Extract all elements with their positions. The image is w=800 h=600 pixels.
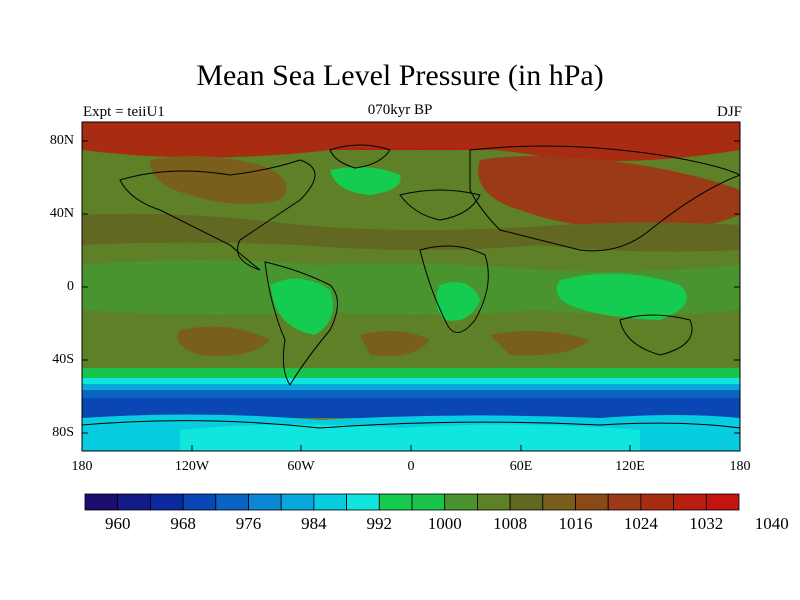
south-indian-high (490, 331, 590, 356)
colorbar-swatch (411, 493, 446, 511)
colorbar-swatch (509, 493, 544, 511)
south-atlantic-high (360, 331, 430, 356)
lat-tick-40n: 40N (49, 206, 74, 221)
antarctica-interior (180, 424, 640, 451)
north-america-high (150, 156, 287, 204)
africa-low (436, 282, 480, 321)
colorbar-swatch (640, 493, 675, 511)
colorbar-swatch (378, 493, 413, 511)
colorbar-swatch (313, 493, 347, 511)
colorbar-swatch (182, 493, 217, 511)
colorbar-label: 1008 (493, 514, 528, 533)
colorbar-swatch (248, 493, 282, 511)
colorbar-label: 1000 (427, 514, 462, 533)
colorbar-label: 984 (301, 514, 327, 533)
lat-tick-0: 0 (67, 279, 74, 294)
colorbar-swatch (542, 493, 576, 511)
colorbar-swatch (215, 493, 249, 511)
band-980 (82, 398, 740, 418)
north-atlantic-low (330, 166, 401, 195)
colorbar-label: 1032 (689, 514, 724, 533)
colorbar-label: 976 (235, 514, 262, 533)
lon-tick-0: 0 (407, 459, 415, 474)
period-label: 070kyr BP (367, 102, 433, 118)
band-1000 (82, 378, 740, 386)
colorbar-swatch (346, 493, 380, 511)
colorbar-swatch (673, 493, 707, 511)
lat-tick-80s: 80S (52, 425, 74, 440)
north-subtropical-belt (82, 213, 740, 252)
band-996 (82, 384, 740, 392)
colorbar (84, 493, 740, 511)
lat-tick-80n: 80N (49, 133, 74, 148)
siberian-high (478, 156, 740, 231)
colorbar-label: 992 (366, 514, 393, 533)
map-title: Mean Sea Level Pressure (in hPa) (196, 59, 604, 92)
colorbar-swatch (84, 493, 119, 511)
south-pacific-high (177, 326, 270, 356)
colorbar-swatch (280, 493, 315, 511)
coastlines (82, 144, 740, 429)
axis-ticks (81, 140, 741, 451)
colorbar-label: 1016 (558, 514, 593, 533)
colorbar-swatch (444, 493, 478, 511)
lon-tick-180w: 180 (71, 459, 93, 474)
colorbar-swatch (705, 493, 740, 511)
lon-tick-60w: 60W (287, 459, 315, 474)
pressure-field (82, 122, 740, 451)
colorbar-label: 1040 (754, 514, 789, 533)
colorbar-label: 968 (170, 514, 196, 533)
colorbar-swatch (575, 493, 609, 511)
lat-tick-40s: 40S (52, 352, 74, 367)
lon-tick-120w: 120W (174, 459, 210, 474)
lon-tick-180e: 180 (729, 459, 751, 474)
colorbar-label: 960 (104, 514, 131, 533)
band-988 (82, 390, 740, 400)
colorbar-swatch (476, 493, 511, 511)
colorbar-label: 1024 (623, 514, 658, 533)
south-america-low (270, 278, 333, 335)
lon-tick-120e: 120E (615, 459, 645, 474)
colorbar-swatch (117, 493, 151, 511)
experiment-label: Expt = teiiU1 (83, 104, 165, 120)
maritime-continent-low (556, 273, 687, 320)
season-label: DJF (716, 104, 742, 120)
lon-tick-60e: 60E (509, 459, 533, 474)
colorbar-swatch (607, 493, 642, 511)
colorbar-swatch (149, 493, 184, 511)
band-1004 (82, 368, 740, 380)
arctic-high-edge (82, 122, 740, 162)
